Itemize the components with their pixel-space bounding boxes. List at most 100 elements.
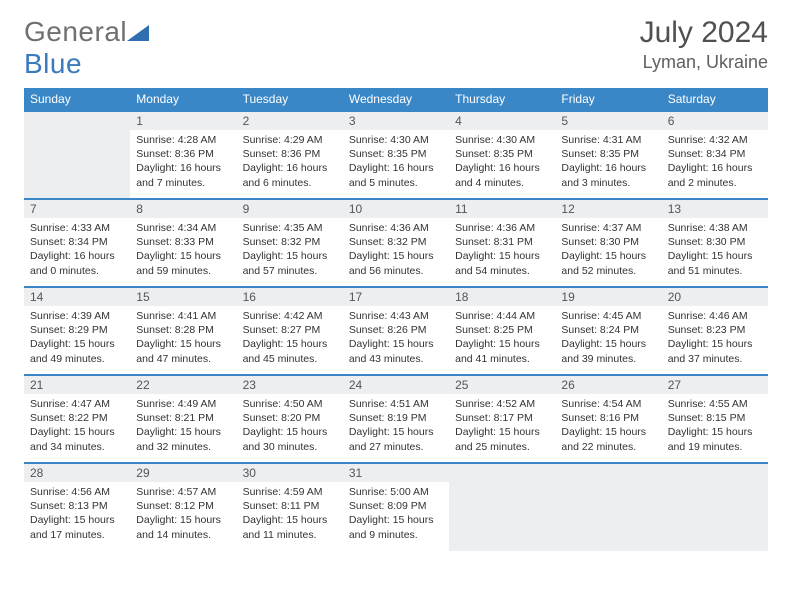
day-cell: 27Sunrise: 4:55 AMSunset: 8:15 PMDayligh… [662, 375, 768, 463]
day-number: 30 [237, 464, 343, 482]
day-number: 20 [662, 288, 768, 306]
empty-cell [24, 111, 130, 199]
day-cell: 5Sunrise: 4:31 AMSunset: 8:35 PMDaylight… [555, 111, 661, 199]
day-details: Sunrise: 4:39 AMSunset: 8:29 PMDaylight:… [24, 306, 130, 369]
day-number: 27 [662, 376, 768, 394]
day-number: 9 [237, 200, 343, 218]
day-cell: 25Sunrise: 4:52 AMSunset: 8:17 PMDayligh… [449, 375, 555, 463]
weekday-header: Sunday [24, 88, 130, 111]
weekday-header: Friday [555, 88, 661, 111]
day-number: 5 [555, 112, 661, 130]
day-details: Sunrise: 4:43 AMSunset: 8:26 PMDaylight:… [343, 306, 449, 369]
day-details: Sunrise: 4:59 AMSunset: 8:11 PMDaylight:… [237, 482, 343, 545]
empty-cell [662, 463, 768, 551]
empty-cell [449, 463, 555, 551]
day-cell: 30Sunrise: 4:59 AMSunset: 8:11 PMDayligh… [237, 463, 343, 551]
day-cell: 18Sunrise: 4:44 AMSunset: 8:25 PMDayligh… [449, 287, 555, 375]
day-number: 11 [449, 200, 555, 218]
day-number: 22 [130, 376, 236, 394]
calendar-row: 14Sunrise: 4:39 AMSunset: 8:29 PMDayligh… [24, 287, 768, 375]
day-details: Sunrise: 4:45 AMSunset: 8:24 PMDaylight:… [555, 306, 661, 369]
calendar-grid: SundayMondayTuesdayWednesdayThursdayFrid… [24, 88, 768, 551]
day-cell: 6Sunrise: 4:32 AMSunset: 8:34 PMDaylight… [662, 111, 768, 199]
day-details: Sunrise: 4:47 AMSunset: 8:22 PMDaylight:… [24, 394, 130, 457]
day-details: Sunrise: 4:36 AMSunset: 8:31 PMDaylight:… [449, 218, 555, 281]
day-details: Sunrise: 4:51 AMSunset: 8:19 PMDaylight:… [343, 394, 449, 457]
title-block: July 2024 Lyman, Ukraine [640, 16, 768, 73]
brand-logo: GeneralBlue [24, 16, 149, 80]
day-number: 13 [662, 200, 768, 218]
day-cell: 9Sunrise: 4:35 AMSunset: 8:32 PMDaylight… [237, 199, 343, 287]
day-cell: 31Sunrise: 5:00 AMSunset: 8:09 PMDayligh… [343, 463, 449, 551]
empty-cell [555, 463, 661, 551]
day-number: 10 [343, 200, 449, 218]
day-number: 29 [130, 464, 236, 482]
day-details: Sunrise: 4:38 AMSunset: 8:30 PMDaylight:… [662, 218, 768, 281]
day-details: Sunrise: 4:56 AMSunset: 8:13 PMDaylight:… [24, 482, 130, 545]
weekday-header: Wednesday [343, 88, 449, 111]
weekday-header-row: SundayMondayTuesdayWednesdayThursdayFrid… [24, 88, 768, 111]
day-details: Sunrise: 4:42 AMSunset: 8:27 PMDaylight:… [237, 306, 343, 369]
day-cell: 1Sunrise: 4:28 AMSunset: 8:36 PMDaylight… [130, 111, 236, 199]
day-details: Sunrise: 4:54 AMSunset: 8:16 PMDaylight:… [555, 394, 661, 457]
day-details: Sunrise: 4:41 AMSunset: 8:28 PMDaylight:… [130, 306, 236, 369]
day-cell: 15Sunrise: 4:41 AMSunset: 8:28 PMDayligh… [130, 287, 236, 375]
day-details: Sunrise: 4:32 AMSunset: 8:34 PMDaylight:… [662, 130, 768, 193]
weekday-header: Monday [130, 88, 236, 111]
day-number: 31 [343, 464, 449, 482]
day-details: Sunrise: 4:36 AMSunset: 8:32 PMDaylight:… [343, 218, 449, 281]
day-cell: 24Sunrise: 4:51 AMSunset: 8:19 PMDayligh… [343, 375, 449, 463]
header-bar: GeneralBlue July 2024 Lyman, Ukraine [24, 16, 768, 80]
brand-part1: General [24, 16, 127, 47]
weekday-header: Saturday [662, 88, 768, 111]
day-number: 18 [449, 288, 555, 306]
day-number: 15 [130, 288, 236, 306]
day-cell: 20Sunrise: 4:46 AMSunset: 8:23 PMDayligh… [662, 287, 768, 375]
day-number: 1 [130, 112, 236, 130]
day-details: Sunrise: 4:57 AMSunset: 8:12 PMDaylight:… [130, 482, 236, 545]
month-year-title: July 2024 [640, 16, 768, 50]
day-number: 17 [343, 288, 449, 306]
day-details: Sunrise: 4:46 AMSunset: 8:23 PMDaylight:… [662, 306, 768, 369]
day-details: Sunrise: 4:37 AMSunset: 8:30 PMDaylight:… [555, 218, 661, 281]
day-cell: 3Sunrise: 4:30 AMSunset: 8:35 PMDaylight… [343, 111, 449, 199]
day-number: 28 [24, 464, 130, 482]
day-number: 2 [237, 112, 343, 130]
day-details: Sunrise: 4:33 AMSunset: 8:34 PMDaylight:… [24, 218, 130, 281]
calendar-row: 7Sunrise: 4:33 AMSunset: 8:34 PMDaylight… [24, 199, 768, 287]
day-details: Sunrise: 4:35 AMSunset: 8:32 PMDaylight:… [237, 218, 343, 281]
day-cell: 16Sunrise: 4:42 AMSunset: 8:27 PMDayligh… [237, 287, 343, 375]
day-number: 23 [237, 376, 343, 394]
day-number: 25 [449, 376, 555, 394]
weekday-header: Tuesday [237, 88, 343, 111]
day-cell: 8Sunrise: 4:34 AMSunset: 8:33 PMDaylight… [130, 199, 236, 287]
day-details: Sunrise: 4:31 AMSunset: 8:35 PMDaylight:… [555, 130, 661, 193]
day-cell: 12Sunrise: 4:37 AMSunset: 8:30 PMDayligh… [555, 199, 661, 287]
day-details: Sunrise: 4:52 AMSunset: 8:17 PMDaylight:… [449, 394, 555, 457]
location-subtitle: Lyman, Ukraine [640, 52, 768, 73]
brand-part2: Blue [24, 48, 82, 79]
day-cell: 4Sunrise: 4:30 AMSunset: 8:35 PMDaylight… [449, 111, 555, 199]
day-number: 7 [24, 200, 130, 218]
day-number: 16 [237, 288, 343, 306]
day-cell: 29Sunrise: 4:57 AMSunset: 8:12 PMDayligh… [130, 463, 236, 551]
day-details: Sunrise: 4:30 AMSunset: 8:35 PMDaylight:… [343, 130, 449, 193]
day-cell: 26Sunrise: 4:54 AMSunset: 8:16 PMDayligh… [555, 375, 661, 463]
calendar-row: 28Sunrise: 4:56 AMSunset: 8:13 PMDayligh… [24, 463, 768, 551]
day-number: 3 [343, 112, 449, 130]
day-number: 24 [343, 376, 449, 394]
day-details: Sunrise: 4:34 AMSunset: 8:33 PMDaylight:… [130, 218, 236, 281]
calendar-row: 21Sunrise: 4:47 AMSunset: 8:22 PMDayligh… [24, 375, 768, 463]
calendar-row: 1Sunrise: 4:28 AMSunset: 8:36 PMDaylight… [24, 111, 768, 199]
day-details: Sunrise: 5:00 AMSunset: 8:09 PMDaylight:… [343, 482, 449, 545]
day-details: Sunrise: 4:49 AMSunset: 8:21 PMDaylight:… [130, 394, 236, 457]
weekday-header: Thursday [449, 88, 555, 111]
brand-text: GeneralBlue [24, 16, 149, 80]
day-details: Sunrise: 4:30 AMSunset: 8:35 PMDaylight:… [449, 130, 555, 193]
logo-triangle-icon [127, 16, 149, 48]
day-details: Sunrise: 4:50 AMSunset: 8:20 PMDaylight:… [237, 394, 343, 457]
day-details: Sunrise: 4:29 AMSunset: 8:36 PMDaylight:… [237, 130, 343, 193]
day-details: Sunrise: 4:55 AMSunset: 8:15 PMDaylight:… [662, 394, 768, 457]
day-cell: 22Sunrise: 4:49 AMSunset: 8:21 PMDayligh… [130, 375, 236, 463]
day-cell: 10Sunrise: 4:36 AMSunset: 8:32 PMDayligh… [343, 199, 449, 287]
